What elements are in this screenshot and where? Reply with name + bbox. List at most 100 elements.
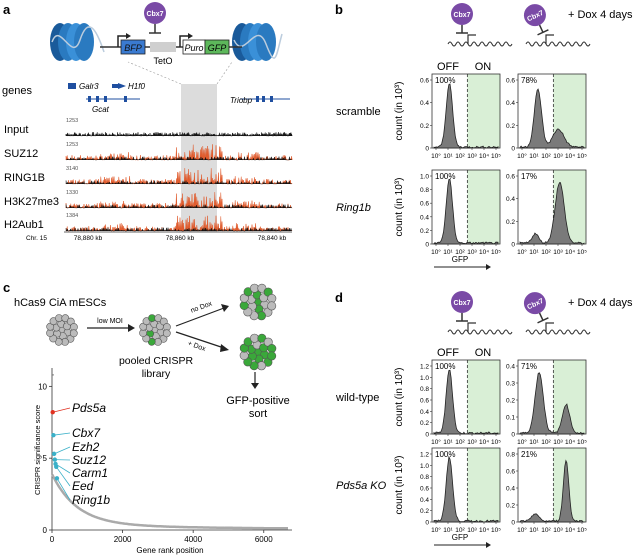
cbx7-stem xyxy=(538,24,544,33)
y-tick-label: 0.8 xyxy=(420,386,429,393)
panel-b-label: b xyxy=(335,2,343,17)
histogram-area xyxy=(433,369,499,435)
y-tick-label: 0.2 xyxy=(420,508,429,515)
gfp-gate xyxy=(467,170,500,244)
dna-icon xyxy=(447,41,513,47)
screen-title: hCas9 CiA mESCs xyxy=(14,297,107,309)
x-tick-label: 10° xyxy=(431,526,441,534)
cbx7-repressor: Cbx7 xyxy=(523,292,549,324)
percent-label: 78% xyxy=(521,76,537,85)
gene-track: Galr3 H1f0 Gcat Triobp xyxy=(68,82,290,114)
y-tick-label: 0 xyxy=(425,146,429,153)
x-tick-label: 10⁵ xyxy=(491,153,501,160)
histogram-plot: 78% 0.6 0.4 0.2 010° 10¹ 10² 10³ 10⁴ 10⁵ xyxy=(506,73,587,160)
hist-ylabel: count (in 10³) xyxy=(394,368,405,427)
gene-point xyxy=(54,464,59,469)
x-tick-label: 10° xyxy=(517,438,527,446)
histogram-area xyxy=(519,182,585,245)
x-tick-label: 10³ xyxy=(553,527,563,534)
track-name: RING1B xyxy=(4,172,45,184)
y-tick-label: 0.2 xyxy=(506,219,515,226)
x-tick-label: 10² xyxy=(455,249,465,256)
gfp-arrowhead-icon xyxy=(486,264,491,270)
chrom-label: Chr. 15 xyxy=(26,235,47,242)
x-tick-label: 10⁵ xyxy=(577,527,587,534)
histogram-area xyxy=(519,459,585,523)
scatter-xlabel: Gene rank position xyxy=(136,546,203,555)
outlier-point xyxy=(52,373,54,376)
histogram-plot: 100% 0.6 0.4 0.2 010° 10¹ 10² 10³ 10⁴ 10⁵ xyxy=(420,73,501,160)
dox-label: + Dox 4 days xyxy=(568,9,633,21)
x-tick-label: 10° xyxy=(431,438,441,446)
pooled-label-2: library xyxy=(142,368,171,380)
puro-label: Puro xyxy=(184,43,203,53)
cbx7-bar xyxy=(537,317,549,324)
cell xyxy=(267,301,277,311)
y-tick-label: 1.0 xyxy=(420,174,429,181)
nucleosome-right-icon xyxy=(232,23,283,61)
cbx7-repressor: Cbx7 xyxy=(451,291,473,322)
on-label: ON xyxy=(475,61,492,73)
cbx7-bar xyxy=(537,29,549,36)
cbx7-icon: Cbx7 xyxy=(523,292,591,335)
y-tick-label: 0 xyxy=(511,432,515,439)
track-signal xyxy=(65,215,293,232)
panel-d-label: d xyxy=(335,290,343,305)
y-tick-label: 5 xyxy=(43,454,48,463)
y-tick-label: 0.2 xyxy=(506,503,515,510)
cbx7-circle xyxy=(451,291,473,313)
row-label: scramble xyxy=(336,106,381,118)
y-tick-label: 0.4 xyxy=(420,409,429,416)
track-background xyxy=(65,156,292,161)
histogram-area xyxy=(519,372,585,435)
panel-b: b Cbx7 Cbx7 + Dox 4 days OFF ON scramble count… xyxy=(335,2,633,270)
y-tick-label: 0.4 xyxy=(506,486,515,493)
x-tick-label: 10° xyxy=(431,248,441,256)
panel-a-label: a xyxy=(3,2,11,17)
coord-label: 78,840 kb xyxy=(258,235,287,242)
percent-label: 17% xyxy=(521,172,537,181)
gene-point xyxy=(51,451,57,457)
y-tick-label: 0.8 xyxy=(420,187,429,194)
histogram-area xyxy=(433,83,499,149)
y-tick-label: 0.3 xyxy=(506,381,515,388)
gfp-arrowhead-icon xyxy=(486,542,491,548)
x-tick-label: 10³ xyxy=(467,153,477,160)
y-tick-label: 1.0 xyxy=(420,463,429,470)
promoter-arrow-icon xyxy=(545,322,554,332)
x-tick-label: 10³ xyxy=(467,249,477,256)
track-signal xyxy=(65,192,293,209)
x-tick-label: 10¹ xyxy=(443,249,453,256)
promoter-arrow-icon xyxy=(545,34,554,44)
panel-a: a Cbx7 BFP Te xyxy=(2,2,293,242)
x-tick-label: 10¹ xyxy=(443,439,453,446)
x-tick-label: 10⁵ xyxy=(491,439,501,446)
track-max: 1384 xyxy=(66,213,78,219)
histogram-area xyxy=(433,178,499,245)
gene-leader-line xyxy=(55,466,71,487)
x-tick-label: 10⁵ xyxy=(491,249,501,256)
hist-ylabel: count (in 10³) xyxy=(394,178,405,237)
gene-label: Suz12 xyxy=(72,453,106,467)
gene-label: Eed xyxy=(72,479,94,493)
nucleosome-left-icon xyxy=(50,23,105,61)
on-label: ON xyxy=(475,347,492,359)
x-tick-label: 10² xyxy=(455,439,465,446)
x-tick-label: 10² xyxy=(541,439,551,446)
dna-icon xyxy=(525,329,591,335)
no-dox-label: no Dox xyxy=(190,300,214,314)
track-max: 1253 xyxy=(66,142,78,148)
x-tick-label: 10° xyxy=(517,248,527,256)
percent-label: 71% xyxy=(521,362,537,371)
gfp-gate xyxy=(467,74,500,148)
percent-label: 100% xyxy=(435,362,455,371)
y-tick-label: 0.2 xyxy=(506,123,515,130)
y-tick-label: 0.6 xyxy=(420,398,429,405)
cbx7-icon: Cbx7 xyxy=(523,4,591,47)
cbx7-circle xyxy=(523,4,546,27)
y-tick-label: 0 xyxy=(511,146,515,153)
gene-point xyxy=(51,433,56,438)
x-tick-label: 10° xyxy=(517,526,527,534)
promoter-arrow-icon xyxy=(467,34,476,44)
cell-cluster-plus-dox xyxy=(239,333,277,371)
